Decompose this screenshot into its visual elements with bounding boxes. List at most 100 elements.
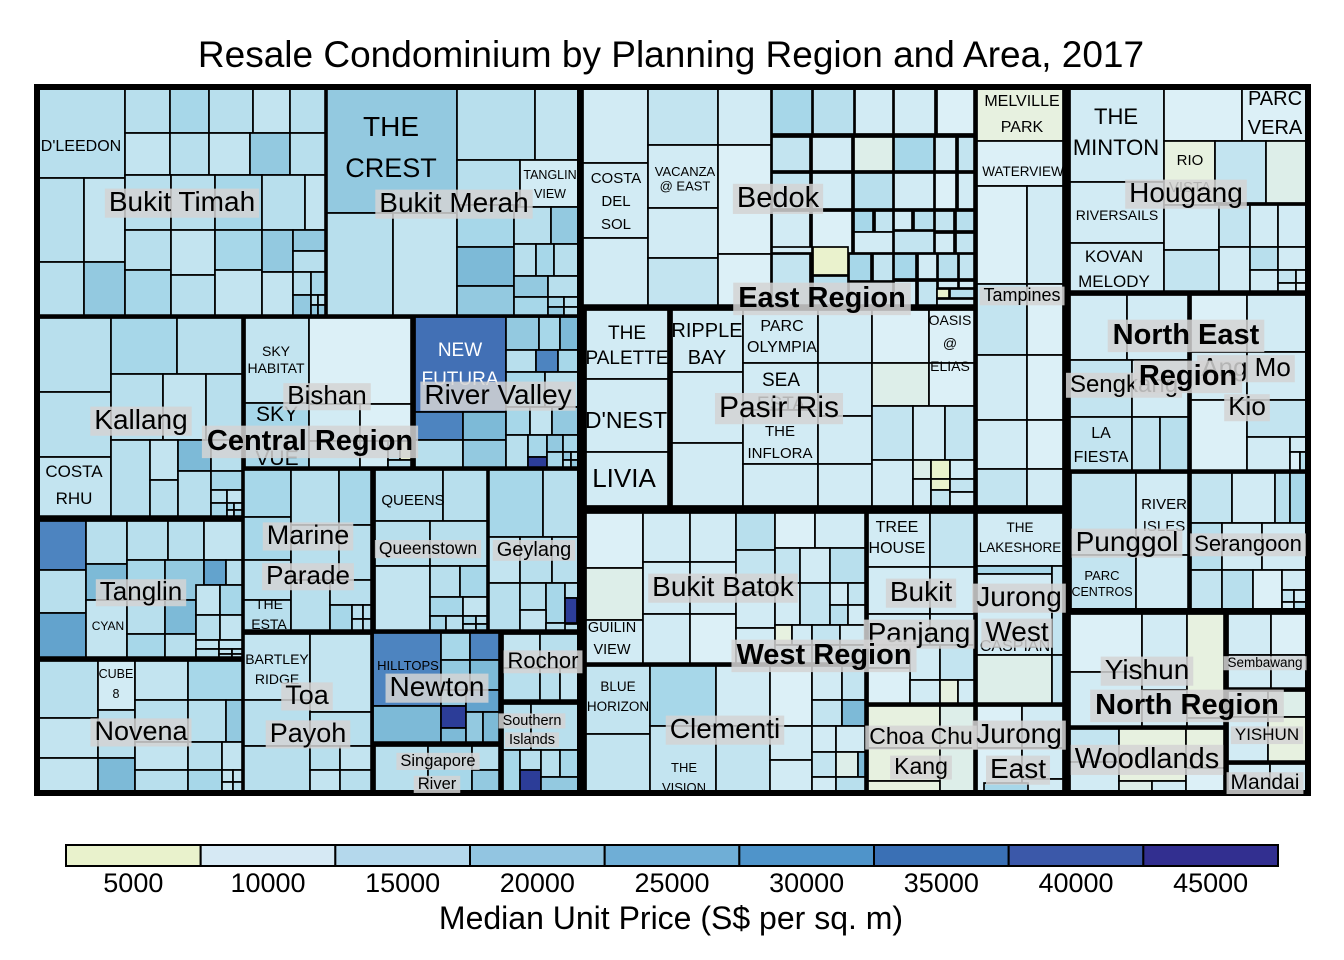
svg-text:20000: 20000 — [500, 868, 575, 898]
svg-text:Rochor: Rochor — [508, 648, 579, 673]
svg-text:Median Unit Price (S$ per sq.: Median Unit Price (S$ per sq. m) — [439, 900, 903, 936]
svg-text:Bedok: Bedok — [737, 182, 820, 214]
svg-text:25000: 25000 — [634, 868, 709, 898]
svg-text:Jurong: Jurong — [976, 581, 1062, 612]
svg-text:LA: LA — [1091, 425, 1111, 442]
svg-text:MELVILLE: MELVILLE — [984, 93, 1059, 110]
svg-text:Bukit Batok: Bukit Batok — [652, 571, 795, 602]
svg-text:Toa: Toa — [285, 680, 330, 710]
svg-text:Islands: Islands — [509, 732, 555, 748]
svg-text:Kang: Kang — [894, 753, 948, 779]
svg-text:Novena: Novena — [94, 716, 188, 746]
svg-text:30000: 30000 — [769, 868, 844, 898]
svg-text:RHU: RHU — [56, 489, 93, 508]
svg-text:Payoh: Payoh — [270, 718, 347, 748]
svg-text:Jurong: Jurong — [976, 718, 1062, 749]
svg-text:Bukit: Bukit — [890, 576, 952, 607]
svg-text:Newton: Newton — [390, 671, 485, 702]
svg-text:MELODY: MELODY — [1078, 272, 1150, 291]
svg-text:YISHUN: YISHUN — [1235, 725, 1299, 744]
svg-text:@: @ — [943, 335, 957, 351]
svg-text:TANGLIN: TANGLIN — [523, 168, 576, 182]
svg-text:THE: THE — [255, 596, 283, 612]
svg-text:Bukit Timah: Bukit Timah — [109, 186, 255, 217]
svg-text:5000: 5000 — [103, 868, 163, 898]
svg-text:PARC: PARC — [760, 318, 803, 335]
svg-text:VERA: VERA — [1248, 117, 1303, 139]
svg-text:D'NEST: D'NEST — [585, 407, 667, 433]
svg-text:East: East — [990, 753, 1046, 784]
svg-text:East Region: East Region — [738, 282, 906, 314]
svg-text:Pasir Ris: Pasir Ris — [719, 391, 839, 424]
svg-text:Yishun: Yishun — [1105, 654, 1190, 685]
svg-text:NEW: NEW — [438, 340, 482, 361]
svg-text:8: 8 — [113, 687, 120, 701]
svg-text:Tampines: Tampines — [983, 285, 1060, 305]
svg-text:Tanglin: Tanglin — [100, 576, 182, 606]
svg-text:Geylang: Geylang — [497, 539, 572, 561]
svg-text:PARC: PARC — [1084, 568, 1119, 583]
svg-text:THE: THE — [363, 111, 419, 142]
svg-text:River Valley: River Valley — [424, 379, 571, 410]
svg-text:North Region: North Region — [1095, 689, 1279, 721]
svg-text:Serangoon: Serangoon — [1194, 531, 1302, 556]
svg-text:Central Region: Central Region — [207, 425, 413, 457]
svg-text:PARK: PARK — [1001, 119, 1044, 136]
svg-text:RIVERSAILS: RIVERSAILS — [1076, 207, 1158, 223]
svg-text:HABITAT: HABITAT — [247, 360, 304, 376]
svg-text:COSTA: COSTA — [45, 462, 103, 481]
svg-text:SKY: SKY — [262, 343, 291, 359]
svg-text:THE: THE — [671, 760, 697, 775]
svg-text:Sembawang: Sembawang — [1227, 655, 1302, 670]
svg-text:BARTLEY: BARTLEY — [245, 651, 309, 667]
svg-text:THE: THE — [1007, 520, 1034, 535]
svg-text:LIVIA: LIVIA — [592, 463, 656, 493]
svg-text:10000: 10000 — [230, 868, 305, 898]
svg-text:RIVER: RIVER — [1141, 496, 1187, 513]
svg-text:Resale Condominium by Planning: Resale Condominium by Planning Region an… — [198, 34, 1144, 75]
svg-text:DEL: DEL — [601, 193, 630, 210]
svg-text:VIEW: VIEW — [534, 187, 566, 201]
svg-text:Parade: Parade — [266, 560, 350, 590]
svg-text:North East: North East — [1113, 319, 1260, 351]
svg-text:LAKESHORE: LAKESHORE — [979, 540, 1062, 555]
svg-text:VISION: VISION — [662, 780, 706, 795]
svg-text:PARC: PARC — [1248, 88, 1302, 110]
svg-text:Punggol: Punggol — [1076, 526, 1179, 557]
svg-text:THE: THE — [608, 323, 646, 344]
svg-text:HOUSE: HOUSE — [869, 540, 926, 557]
svg-text:River: River — [418, 775, 457, 793]
svg-text:45000: 45000 — [1173, 868, 1248, 898]
svg-text:PALETTE: PALETTE — [585, 348, 668, 369]
svg-text:West Region: West Region — [736, 639, 911, 671]
svg-text:Marine: Marine — [267, 520, 350, 550]
svg-text:SEA: SEA — [762, 370, 800, 391]
svg-text:BAY: BAY — [688, 347, 727, 369]
svg-text:THE: THE — [765, 423, 795, 440]
svg-text:Kio: Kio — [1228, 391, 1266, 421]
svg-text:D'LEEDON: D'LEEDON — [41, 138, 121, 155]
svg-text:BLUE: BLUE — [600, 679, 635, 694]
svg-text:INFLORA: INFLORA — [747, 445, 812, 462]
svg-text:SOL: SOL — [601, 216, 631, 233]
svg-text:KOVAN: KOVAN — [1085, 247, 1143, 266]
svg-text:HILLTOPS: HILLTOPS — [377, 658, 439, 673]
svg-text:FIESTA: FIESTA — [1074, 449, 1129, 466]
svg-text:CREST: CREST — [345, 153, 437, 183]
svg-text:Choa Chu: Choa Chu — [869, 723, 973, 749]
svg-text:Kallang: Kallang — [94, 404, 187, 435]
svg-text:ELIAS: ELIAS — [930, 358, 970, 374]
svg-text:@ EAST: @ EAST — [660, 179, 711, 194]
svg-text:OASIS: OASIS — [929, 312, 972, 328]
svg-text:Bukit Merah: Bukit Merah — [379, 187, 528, 218]
svg-text:ESTA: ESTA — [251, 616, 287, 632]
svg-text:Region: Region — [1139, 360, 1237, 392]
svg-text:West: West — [985, 616, 1048, 647]
svg-text:Clementi: Clementi — [670, 713, 780, 744]
svg-text:VACANZA: VACANZA — [655, 164, 716, 179]
svg-text:CENTROS: CENTROS — [1071, 585, 1132, 599]
svg-text:Bishan: Bishan — [287, 380, 367, 410]
svg-text:Southern: Southern — [503, 713, 562, 729]
svg-text:Mandai: Mandai — [1231, 771, 1300, 794]
svg-text:40000: 40000 — [1038, 868, 1113, 898]
